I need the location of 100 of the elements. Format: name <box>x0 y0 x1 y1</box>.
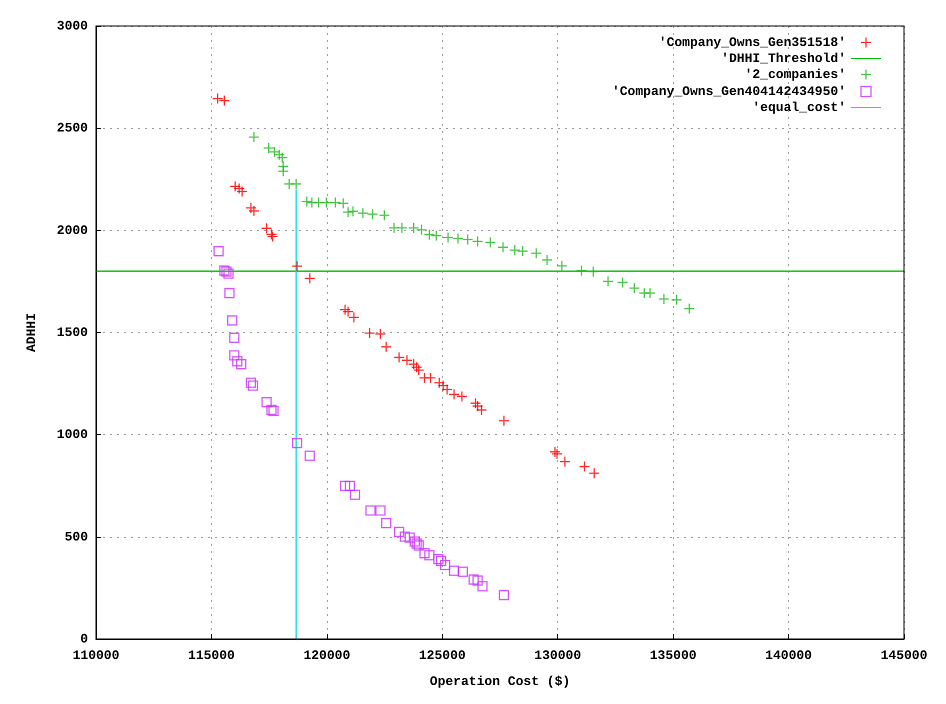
point <box>628 282 640 294</box>
point <box>338 198 349 210</box>
point <box>212 92 224 104</box>
x-tick-label: 145000 <box>880 648 928 663</box>
point <box>291 260 303 272</box>
point <box>448 566 460 576</box>
point <box>347 206 359 217</box>
point <box>248 132 260 143</box>
point <box>229 332 240 343</box>
point <box>602 276 614 288</box>
point <box>424 550 435 560</box>
point <box>339 304 351 316</box>
point <box>530 248 542 259</box>
legend-label: 'DHHI_Threshold' <box>721 51 846 66</box>
point <box>344 480 356 492</box>
point <box>364 327 376 339</box>
point <box>509 244 520 256</box>
point <box>408 222 420 234</box>
point <box>458 566 468 577</box>
point <box>246 378 256 388</box>
point <box>541 254 553 266</box>
point <box>559 456 571 468</box>
point <box>218 94 230 106</box>
point <box>248 205 260 217</box>
point <box>400 531 410 542</box>
point <box>436 556 446 566</box>
point <box>227 315 238 326</box>
point <box>375 505 386 516</box>
point <box>223 268 234 279</box>
point <box>396 222 408 234</box>
point <box>365 505 376 516</box>
y-tick-label: 1000 <box>56 427 88 442</box>
x-tick-label: 115000 <box>188 648 236 663</box>
point <box>442 232 454 244</box>
point <box>292 438 302 448</box>
point <box>357 208 369 219</box>
legend-label: '2_companies' <box>744 67 846 82</box>
point <box>245 202 257 214</box>
point <box>549 446 561 458</box>
point <box>472 575 483 586</box>
point <box>304 450 315 461</box>
point <box>644 287 656 299</box>
x-tick-label: 135000 <box>650 648 697 663</box>
point <box>342 206 354 218</box>
point <box>472 236 484 248</box>
point <box>578 460 590 472</box>
point <box>498 590 510 600</box>
point <box>658 293 670 305</box>
y-tick-label: 2000 <box>56 222 88 238</box>
point <box>304 272 316 284</box>
point <box>497 242 509 253</box>
point <box>278 166 289 177</box>
point <box>232 356 242 366</box>
x-tick-label: 120000 <box>303 648 350 663</box>
point <box>477 581 488 592</box>
point <box>381 518 392 528</box>
point <box>684 302 695 314</box>
point <box>312 196 324 208</box>
point <box>374 328 386 340</box>
point <box>380 341 392 352</box>
y-tick-label: 3000 <box>56 18 88 34</box>
point <box>551 448 563 460</box>
point <box>394 526 404 538</box>
point <box>404 532 415 543</box>
legend-label: 'Company_Owns_Gen351518' <box>658 35 846 50</box>
point <box>393 352 405 364</box>
point <box>516 246 528 257</box>
point <box>350 490 360 500</box>
y-tick-label: 2500 <box>56 120 88 136</box>
point <box>498 415 510 426</box>
point <box>456 390 468 402</box>
x-tick-label: 110000 <box>72 648 120 663</box>
point <box>438 380 449 392</box>
point <box>424 372 436 384</box>
point <box>484 236 496 248</box>
point <box>430 230 442 242</box>
point <box>213 246 224 256</box>
point <box>290 178 302 190</box>
point <box>320 196 332 208</box>
point <box>588 266 599 278</box>
y-tick-label: 0 <box>80 632 88 646</box>
point <box>419 548 430 558</box>
point <box>366 208 378 220</box>
x-tick-label: 125000 <box>418 648 466 663</box>
point <box>330 196 342 208</box>
point <box>233 182 245 194</box>
point <box>576 264 588 276</box>
point <box>468 574 479 585</box>
point <box>434 377 445 388</box>
point <box>588 468 600 479</box>
point <box>411 362 422 373</box>
x-tick-label: 140000 <box>765 648 812 663</box>
point <box>556 260 568 272</box>
point <box>248 380 258 391</box>
point <box>452 232 464 244</box>
x-tick-label: 130000 <box>534 648 582 663</box>
point <box>472 400 484 412</box>
point <box>261 397 272 408</box>
point <box>670 294 682 306</box>
point <box>433 554 444 564</box>
